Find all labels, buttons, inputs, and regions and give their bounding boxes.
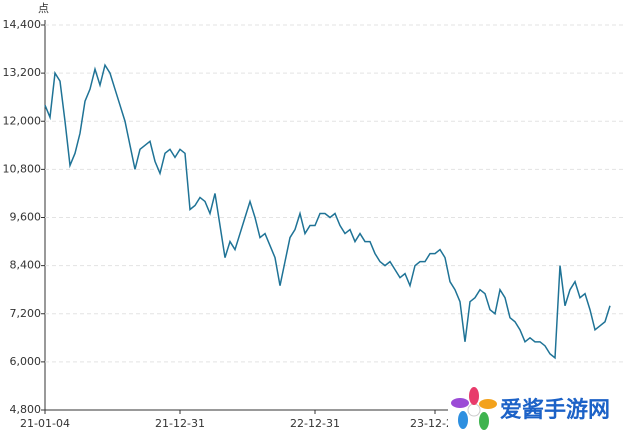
y-tick-label: 8,400 — [10, 259, 42, 272]
petal — [458, 411, 468, 429]
y-tick-label: 7,200 — [10, 307, 42, 320]
y-tick-label: 12,000 — [3, 114, 42, 127]
watermark-text: 爱酱手游网 — [500, 397, 610, 423]
y-tick-label: 14,400 — [3, 18, 42, 31]
y-tick-label: 9,600 — [10, 211, 42, 224]
x-tick-label: 22-12-31 — [290, 417, 340, 430]
y-tick-label: 6,000 — [10, 355, 42, 368]
y-tick-label: 10,800 — [3, 162, 42, 175]
x-tick-label: 21-12-31 — [155, 417, 205, 430]
y-tick-label: 13,200 — [3, 66, 42, 79]
y-tick-label: 4,800 — [10, 403, 42, 416]
petal — [451, 398, 469, 408]
x-tick-label: 21-01-04 — [20, 417, 70, 430]
petal — [469, 387, 479, 405]
petal — [479, 412, 489, 430]
watermark-icon — [467, 403, 481, 417]
x-tick-label: 23-12-29 — [410, 417, 460, 430]
y-axis-label: 点 — [38, 2, 49, 15]
watermark: 爱酱手游网 — [448, 383, 640, 437]
line — [44, 63, 611, 360]
petal — [479, 399, 497, 409]
